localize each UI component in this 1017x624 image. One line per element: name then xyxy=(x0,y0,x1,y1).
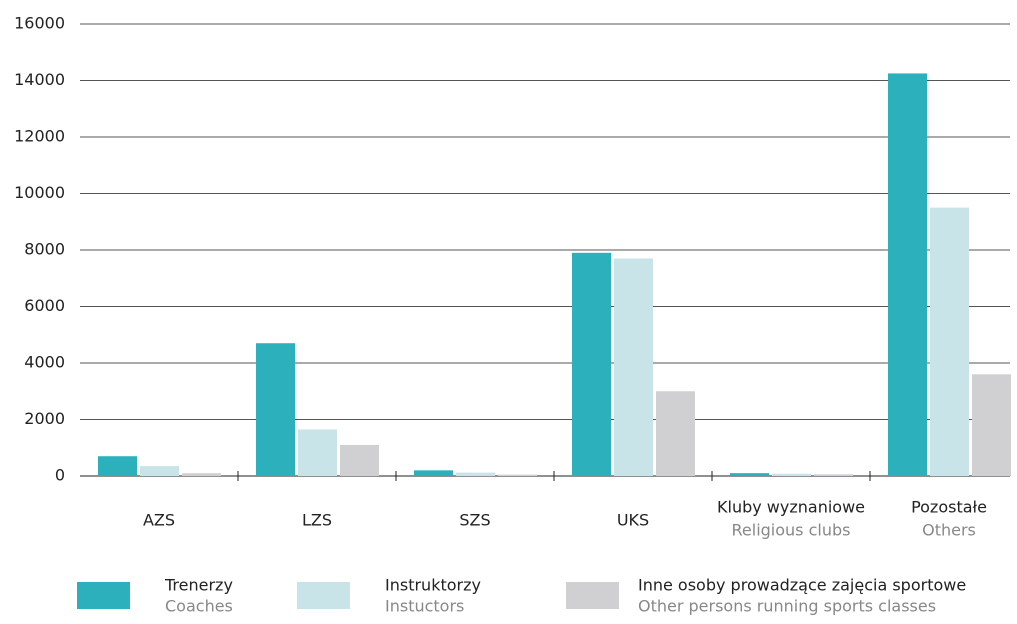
bar xyxy=(98,456,137,476)
y-tick-label: 16000 xyxy=(14,14,65,33)
bar xyxy=(888,73,927,476)
bar xyxy=(772,473,811,476)
bar xyxy=(456,472,495,476)
y-tick-label: 4000 xyxy=(24,353,65,372)
bar xyxy=(656,391,695,476)
bar xyxy=(182,473,221,476)
x-tick-label: LZS xyxy=(302,511,332,530)
y-tick-label: 8000 xyxy=(24,240,65,259)
bar xyxy=(414,470,453,476)
legend-label: Instruktorzy xyxy=(385,576,481,595)
x-tick-label: SZS xyxy=(459,511,490,530)
bar xyxy=(140,466,179,476)
x-tick-label: UKS xyxy=(617,511,649,530)
x-tick-sublabel: Religious clubs xyxy=(732,521,851,540)
y-tick-label: 12000 xyxy=(14,127,65,146)
bar xyxy=(972,374,1011,476)
x-tick-sublabel: Others xyxy=(922,521,976,540)
y-tick-label: 0 xyxy=(55,466,65,485)
bar xyxy=(814,474,853,476)
y-tick-label: 2000 xyxy=(24,409,65,428)
legend-sublabel: Coaches xyxy=(165,597,233,616)
bar xyxy=(930,207,969,476)
legend-sublabel: Other persons running sports classes xyxy=(638,597,936,616)
legend-label: Inne osoby prowadzące zajęcia sportowe xyxy=(638,576,966,595)
bar xyxy=(498,474,537,476)
legend-swatch xyxy=(77,582,130,609)
bar xyxy=(340,444,379,476)
bar xyxy=(614,258,653,476)
y-tick-label: 6000 xyxy=(24,296,65,315)
legend-sublabel: Instuctors xyxy=(385,597,464,616)
y-tick-label: 10000 xyxy=(14,183,65,202)
bar xyxy=(298,429,337,476)
x-tick-label: AZS xyxy=(143,511,175,530)
x-tick-label: Pozostałe xyxy=(911,498,987,517)
legend-swatch xyxy=(566,582,619,609)
legend-label: Trenerzy xyxy=(164,576,233,595)
bar xyxy=(256,343,295,476)
legend-swatch xyxy=(297,582,350,609)
x-tick-label: Kluby wyznaniowe xyxy=(717,498,865,517)
y-tick-label: 14000 xyxy=(14,70,65,89)
bar xyxy=(572,252,611,476)
bar xyxy=(730,473,769,476)
